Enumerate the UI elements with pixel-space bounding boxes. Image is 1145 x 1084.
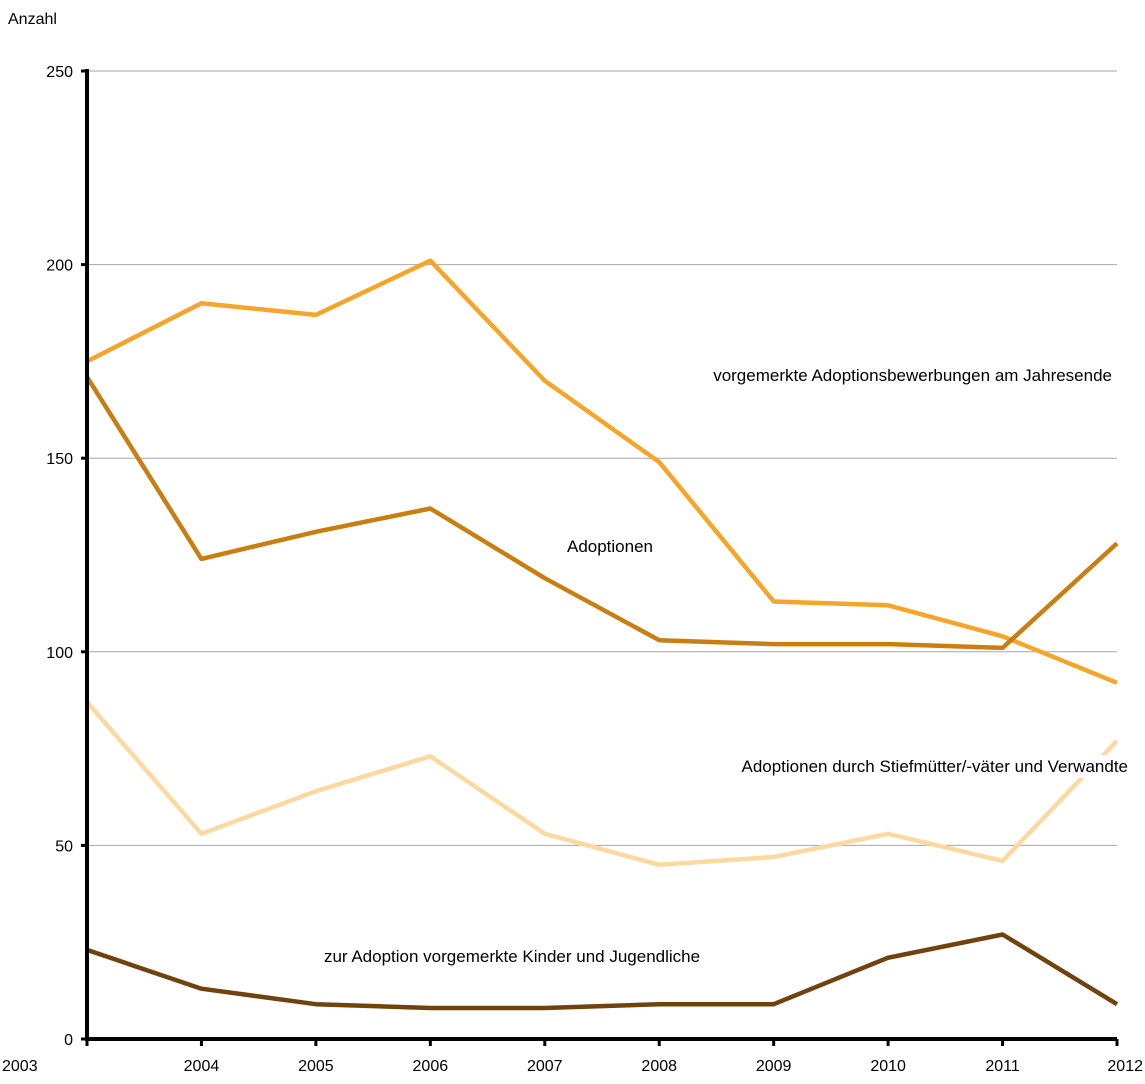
series-label-vorgemerkte-kinder: zur Adoption vorgemerkte Kinder und Juge… <box>324 947 700 966</box>
series-line-2 <box>85 700 1119 868</box>
y-tick-label: 150 <box>46 451 73 468</box>
series-line-1 <box>85 375 1119 651</box>
series-label-adoptionsbewerbungen: vorgemerkte Adoptionsbewerbungen am Jahr… <box>713 366 1112 385</box>
x-tick-label: 2007 <box>527 1058 563 1075</box>
y-tick-label: 100 <box>46 645 73 662</box>
x-tick-label: 2006 <box>413 1058 449 1075</box>
series-labels: vorgemerkte Adoptionsbewerbungen am Jahr… <box>324 366 1132 966</box>
series-label-stiefeltern-verwandte: Adoptionen durch Stiefmütter/-väter und … <box>741 757 1128 776</box>
x-tick-label: 2003 <box>2 1058 38 1075</box>
x-tick-label: 2005 <box>298 1058 334 1075</box>
y-tick-label: 250 <box>46 64 73 81</box>
series-label-adoptionen: Adoptionen <box>567 537 653 556</box>
gridlines <box>87 70 1117 846</box>
series-line-0 <box>85 258 1118 685</box>
y-tick-label: 200 <box>46 258 73 275</box>
x-tick-label: 2004 <box>184 1058 220 1075</box>
x-tick-label: 2008 <box>641 1058 677 1075</box>
axes <box>85 69 1117 1041</box>
series-lines <box>85 258 1119 1011</box>
series-line-3 <box>86 932 1119 1011</box>
series-label-background <box>737 755 1132 778</box>
x-tick-label: 2010 <box>870 1058 906 1075</box>
tick-labels: 0 50 100 150 200 250 2003 2004 2005 2006 2007 2008 2… <box>2 64 1143 1075</box>
y-tick-label: 50 <box>55 838 73 855</box>
y-tick-label: 0 <box>64 1032 73 1049</box>
x-tick-label: 2011 <box>985 1058 1020 1075</box>
y-axis-label: Anzahl <box>8 11 57 28</box>
x-tick-label: 2012 <box>1107 1058 1143 1075</box>
x-tick-label: 2009 <box>756 1058 792 1075</box>
